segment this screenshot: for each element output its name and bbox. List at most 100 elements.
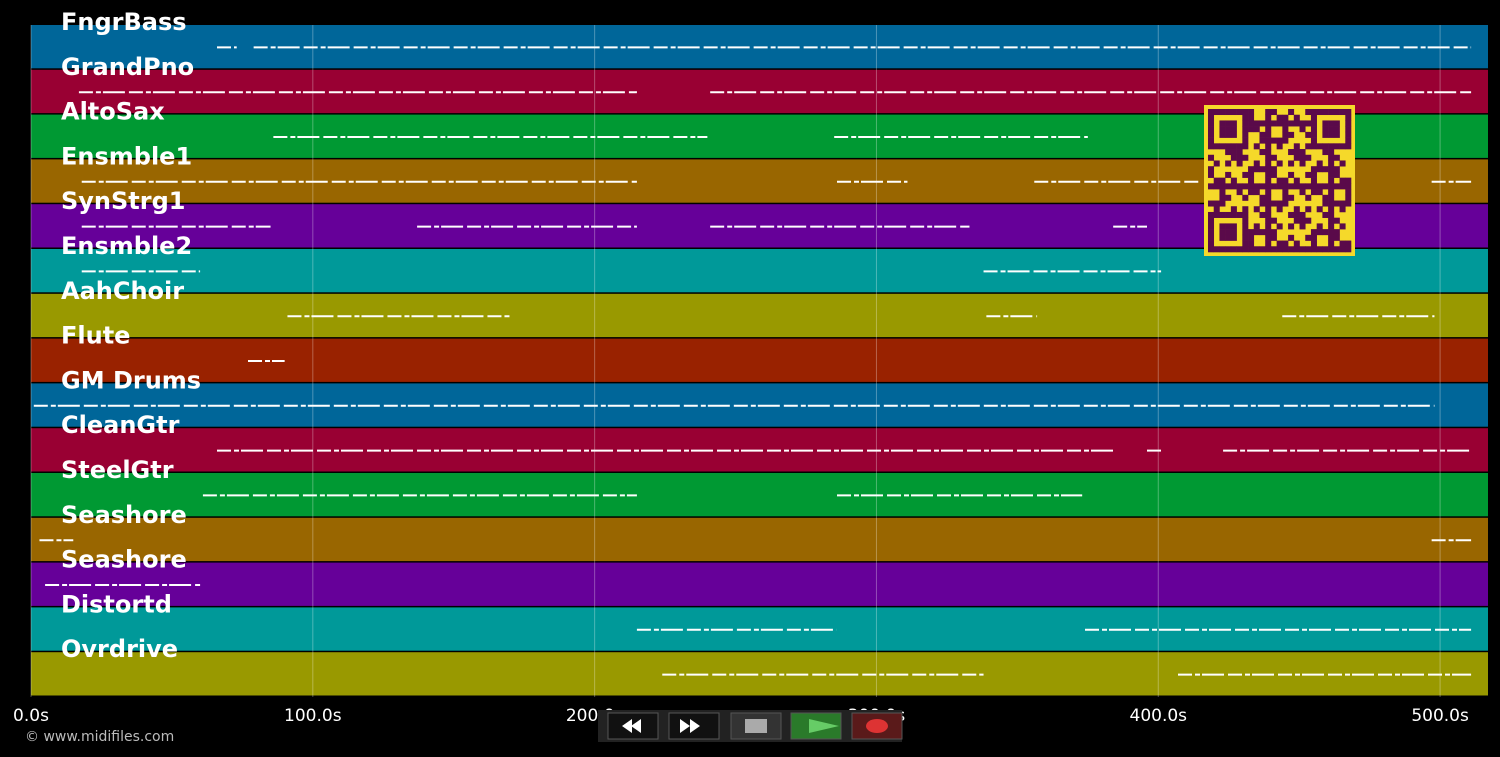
qr-module — [1310, 109, 1317, 116]
qr-module — [1310, 114, 1317, 121]
qr-module — [1242, 183, 1249, 190]
qr-module — [1316, 229, 1323, 236]
qr-module — [1333, 246, 1340, 253]
qr-module — [1270, 109, 1277, 116]
qr-module — [1310, 240, 1317, 247]
qr-module — [1288, 223, 1295, 230]
track-row — [31, 562, 1488, 606]
qr-module — [1219, 194, 1226, 201]
play-icon — [809, 719, 839, 733]
qr-module — [1345, 126, 1352, 133]
qr-module — [1276, 137, 1283, 144]
track-name: Ensmble2 — [61, 232, 192, 260]
qr-module — [1242, 171, 1249, 178]
qr-module — [1345, 189, 1352, 196]
track-name: AahChoir — [61, 277, 184, 305]
qr-module — [1225, 160, 1232, 167]
qr-module — [1242, 126, 1249, 133]
qr-module — [1259, 183, 1266, 190]
qr-module — [1270, 246, 1277, 253]
qr-module — [1293, 177, 1300, 184]
qr-module — [1208, 154, 1215, 161]
qr-module — [1208, 126, 1215, 133]
qr-module — [1322, 149, 1329, 156]
qr-module — [1236, 189, 1243, 196]
qr-module — [1328, 189, 1335, 196]
qr-module — [1328, 240, 1335, 247]
qr-module — [1316, 246, 1323, 253]
qr-module — [1282, 126, 1289, 133]
qr-module — [1276, 240, 1283, 247]
qr-module — [1208, 120, 1215, 127]
qr-module — [1328, 200, 1335, 207]
qr-module — [1339, 183, 1346, 190]
qr-module — [1236, 143, 1243, 150]
qr-module — [1316, 166, 1323, 173]
qr-module — [1230, 229, 1237, 236]
qr-module — [1299, 211, 1306, 218]
qr-module — [1270, 183, 1277, 190]
qr-module — [1305, 194, 1312, 201]
qr-module — [1345, 177, 1352, 184]
qr-module — [1248, 114, 1255, 121]
qr-module — [1219, 229, 1226, 236]
qr-module — [1265, 234, 1272, 241]
qr-module — [1345, 200, 1352, 207]
qr-module — [1299, 126, 1306, 133]
qr-module — [1276, 206, 1283, 213]
qr-module — [1230, 131, 1237, 138]
qr-module — [1265, 223, 1272, 230]
qr-module — [1328, 194, 1335, 201]
qr-module — [1265, 211, 1272, 218]
qr-module — [1242, 137, 1249, 144]
qr-module — [1242, 217, 1249, 224]
qr-module — [1259, 200, 1266, 207]
qr-module — [1345, 137, 1352, 144]
qr-module — [1310, 131, 1317, 138]
qr-module — [1339, 160, 1346, 167]
qr-module — [1333, 217, 1340, 224]
qr-module — [1253, 166, 1260, 173]
qr-module — [1230, 223, 1237, 230]
qr-module — [1328, 211, 1335, 218]
qr-module — [1288, 131, 1295, 138]
qr-module — [1299, 246, 1306, 253]
qr-module — [1259, 120, 1266, 127]
qr-module — [1276, 114, 1283, 121]
qr-module — [1225, 131, 1232, 138]
qr-module — [1213, 177, 1220, 184]
qr-module — [1236, 149, 1243, 156]
qr-module — [1208, 217, 1215, 224]
qr-module — [1305, 206, 1312, 213]
qr-module — [1242, 211, 1249, 218]
qr-module — [1259, 137, 1266, 144]
qr-module — [1265, 183, 1272, 190]
qr-module — [1225, 126, 1232, 133]
qr-module — [1276, 143, 1283, 150]
qr-module — [1219, 120, 1226, 127]
qr-module — [1242, 114, 1249, 121]
qr-module — [1310, 166, 1317, 173]
qr-module — [1219, 177, 1226, 184]
qr-module — [1293, 183, 1300, 190]
qr-module — [1316, 143, 1323, 150]
stop-button[interactable] — [730, 712, 782, 740]
track-name: GrandPno — [61, 53, 194, 81]
qr-module — [1328, 131, 1335, 138]
qr-module — [1248, 189, 1255, 196]
qr-module — [1310, 234, 1317, 241]
qr-module — [1230, 177, 1237, 184]
qr-module — [1345, 240, 1352, 247]
qr-module — [1328, 149, 1335, 156]
qr-module — [1230, 109, 1237, 116]
qr-module — [1322, 126, 1329, 133]
qr-module — [1333, 200, 1340, 207]
qr-module — [1265, 149, 1272, 156]
qr-module — [1270, 120, 1277, 127]
qr-module — [1316, 160, 1323, 167]
qr-module — [1225, 120, 1232, 127]
qr-module — [1328, 109, 1335, 116]
qr-module — [1305, 183, 1312, 190]
qr-module — [1322, 120, 1329, 127]
qr-module — [1219, 183, 1226, 190]
